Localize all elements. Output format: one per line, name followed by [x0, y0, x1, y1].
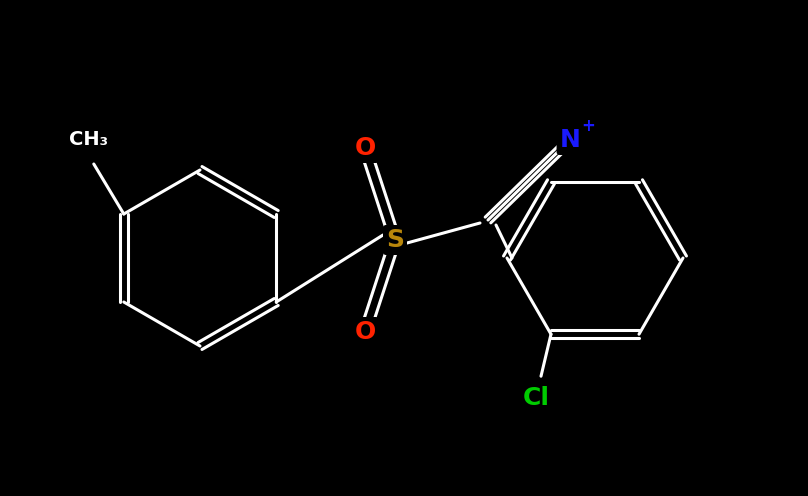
Text: Cl: Cl [523, 386, 549, 410]
Text: S: S [386, 228, 404, 252]
Text: +: + [581, 117, 595, 135]
Text: CH₃: CH₃ [69, 130, 108, 149]
Text: O: O [355, 136, 376, 160]
Text: N: N [560, 128, 580, 152]
Text: O: O [355, 320, 376, 344]
